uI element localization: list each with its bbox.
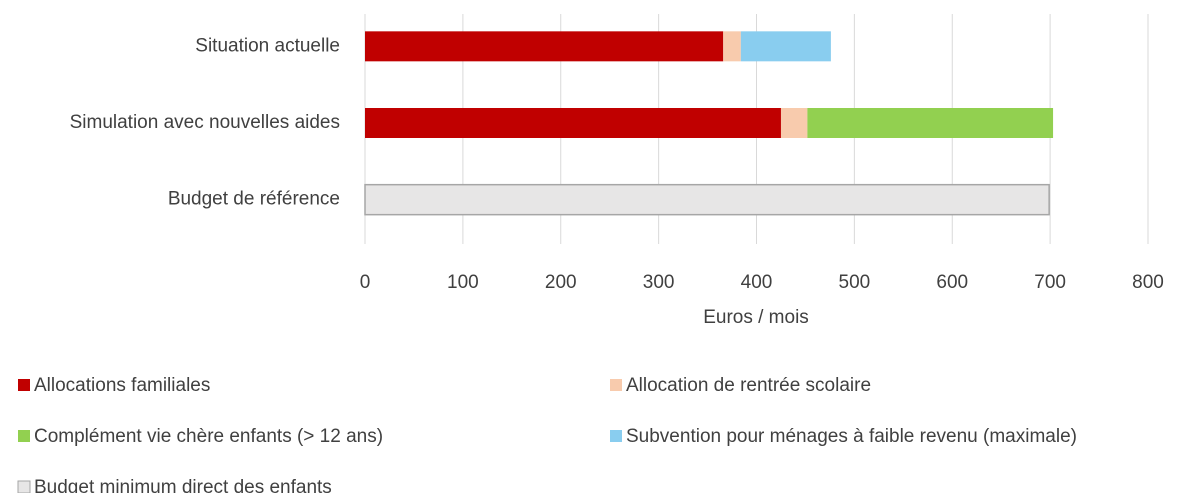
bar-segment [807, 108, 1054, 138]
bar-segment [365, 31, 724, 62]
x-tick-label: 600 [936, 272, 968, 293]
legend-label: Allocations familiales [34, 375, 210, 396]
x-tick-label: 400 [741, 272, 773, 293]
x-tick-label: 200 [545, 272, 577, 293]
legend-swatch [18, 430, 30, 442]
y-tick-label: Budget de référence [168, 189, 340, 210]
legend-swatch [18, 379, 30, 391]
y-tick-label: Situation actuelle [195, 35, 340, 56]
y-tick-label: Simulation avec nouvelles aides [70, 112, 340, 133]
bar-segment [723, 31, 741, 62]
bar-segment [364, 183, 1050, 216]
x-tick-label: 100 [447, 272, 479, 293]
x-tick-label: 700 [1034, 272, 1066, 293]
legend-swatch [610, 430, 622, 442]
bar-segment [365, 108, 781, 138]
legend-label: Complément vie chère enfants (> 12 ans) [34, 426, 383, 447]
x-tick-label: 0 [360, 272, 371, 293]
bar-segment [780, 108, 808, 138]
legend-label: Subvention pour ménages à faible revenu … [626, 426, 1077, 447]
x-tick-label: 500 [839, 272, 871, 293]
legend-swatch [610, 379, 622, 391]
x-tick-label: 800 [1132, 272, 1164, 293]
legend-label: Budget minimum direct des enfants [34, 477, 332, 493]
x-tick-label: 300 [643, 272, 675, 293]
legend-label: Allocation de rentrée scolaire [626, 375, 871, 396]
legend-swatch [17, 480, 31, 493]
bar-segment [740, 31, 831, 62]
x-axis-title: Euros / mois [703, 307, 809, 328]
